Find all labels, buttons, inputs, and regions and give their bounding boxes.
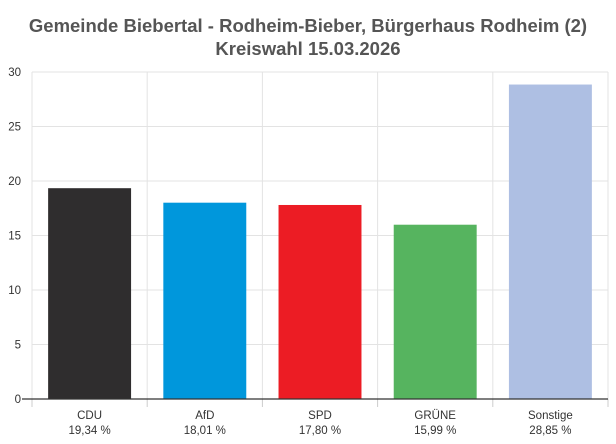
x-value-label: 19,34 % — [68, 425, 110, 437]
x-category-label: SPD — [308, 410, 332, 422]
x-value-label: 18,01 % — [184, 425, 226, 437]
bars — [48, 84, 592, 399]
x-category-label: CDU — [77, 410, 102, 422]
bar-grüne — [393, 224, 477, 399]
bar-sonstige — [508, 84, 592, 399]
y-axis-ticks: 0 5 10 15 20 25 30 — [8, 67, 21, 406]
x-value-label: 28,85 % — [529, 425, 571, 437]
bar-afd — [163, 202, 247, 399]
bar-spd — [278, 204, 362, 399]
chart-title: Gemeinde Biebertal - Rodheim-Bieber, Bür… — [29, 15, 587, 36]
x-value-label: 15,99 % — [414, 425, 456, 437]
y-tick-label: 5 — [15, 340, 21, 352]
bar-cdu — [48, 188, 132, 399]
y-tick-label: 20 — [8, 176, 21, 188]
y-tick-label: 0 — [15, 394, 21, 406]
y-tick-label: 30 — [8, 67, 21, 79]
y-tick-label: 15 — [8, 231, 21, 243]
x-category-label: Sonstige — [528, 410, 573, 422]
y-tick-label: 10 — [8, 285, 21, 297]
x-value-label: 17,80 % — [299, 425, 341, 437]
y-tick-label: 25 — [8, 122, 21, 134]
x-category-label: AfD — [195, 410, 214, 422]
x-axis-labels: CDU 19,34 % AfD 18,01 % SPD 17,80 % GRÜNE 15,99… — [68, 410, 572, 437]
chart-subtitle: Kreiswahl 15.03.2026 — [215, 38, 400, 59]
x-category-label: GRÜNE — [414, 410, 456, 422]
